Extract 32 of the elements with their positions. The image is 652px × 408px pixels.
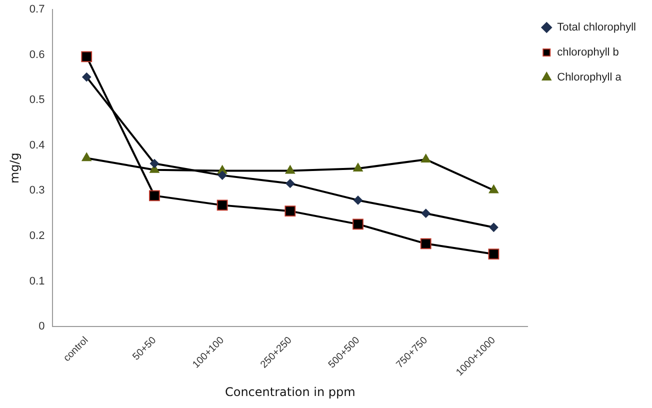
point [284,206,296,217]
legend-label: Total chlorophyll [557,22,636,34]
point [421,154,431,162]
point [286,178,295,188]
y-tick-label: 0.7 [29,4,45,16]
y-tick-label: 0.4 [29,139,45,152]
y-axis-title: mg/g [7,152,22,184]
point [353,163,363,172]
point [421,208,430,218]
y-tick-label: 0 [38,320,45,333]
legend-label: chlorophyll b [557,46,619,59]
point [150,159,159,168]
point [489,222,498,232]
y-tick-label: 0.1 [29,275,45,288]
point [354,196,363,205]
point [352,218,364,230]
point [218,170,227,180]
y-tick-label: 0.3 [29,184,45,197]
point [82,72,92,82]
y-tick-label: 0.6 [29,48,45,61]
point [488,184,499,194]
point [81,51,92,62]
point [82,152,92,162]
point [420,238,432,250]
x-axis-title: Concentration in ppm [224,384,356,399]
y-tick-label: 0.5 [29,94,45,106]
point [149,190,160,202]
point [285,165,295,174]
legend-label: Chlorophyll a [557,72,622,84]
point [488,248,500,260]
y-tick-label: 0.2 [29,230,45,242]
point [216,200,228,211]
